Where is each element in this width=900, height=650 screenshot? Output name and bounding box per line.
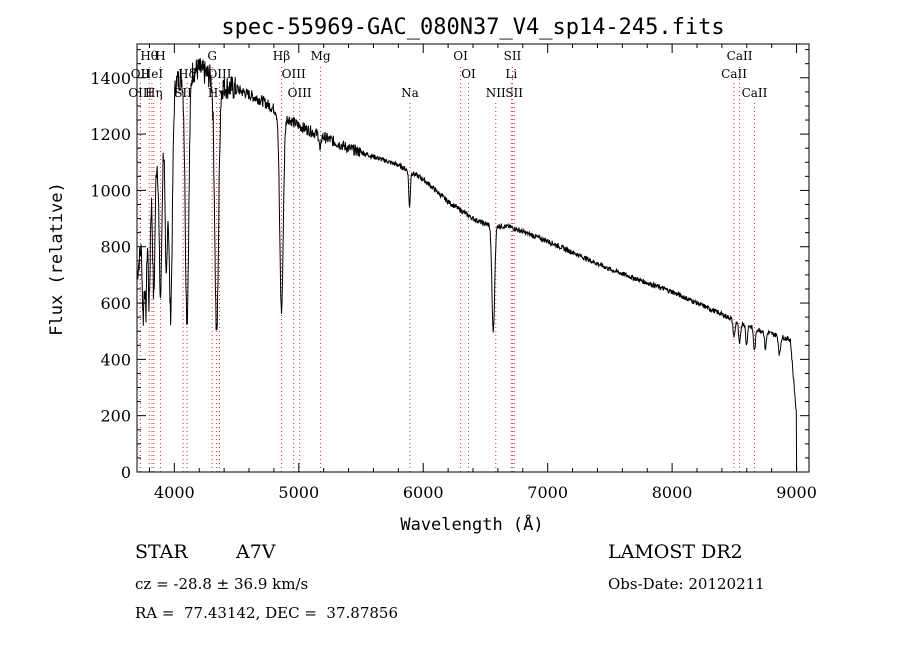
line-marker-label: OIII xyxy=(128,86,152,100)
plot-frame xyxy=(136,43,810,473)
coords-readout: RA = 77.43142, DEC = 37.87856 xyxy=(135,604,399,622)
subclass-label: A7V xyxy=(236,541,276,563)
chart-title: spec-55969-GAC_080N37_V4_sp14-245.fits xyxy=(221,15,724,40)
obs-date-readout: Obs-Date: 20120211 xyxy=(608,575,765,593)
x-tick-label: 8000 xyxy=(652,483,693,502)
line-marker-label: Mg xyxy=(311,49,331,63)
y-tick-label: 1000 xyxy=(90,181,131,200)
survey-label: LAMOST DR2 xyxy=(608,541,743,563)
line-marker-label: OIII xyxy=(282,67,306,81)
x-tick-label: 4000 xyxy=(154,483,195,502)
cz-readout: cz = -28.8 ± 36.9 km/s xyxy=(135,575,309,593)
line-marker-label: HeI xyxy=(141,67,164,81)
line-markers: HθHOIIHeIOIIIHηHδSIIGOIIIHγHβOIIIOIIIMgN… xyxy=(128,49,768,472)
y-tick-label: 200 xyxy=(100,407,131,426)
line-marker-label: Hθ xyxy=(140,49,158,63)
line-marker-label: Hη xyxy=(145,86,163,100)
y-tick-label: 400 xyxy=(100,350,131,369)
line-marker-label: Li xyxy=(505,67,517,81)
line-marker-label: SII xyxy=(504,49,522,63)
line-marker-label: OIII xyxy=(288,86,312,100)
y-tick-label: 1200 xyxy=(90,125,131,144)
line-marker-label: NII xyxy=(486,86,506,100)
x-tick-label: 6000 xyxy=(403,483,444,502)
line-marker-label: OI xyxy=(461,67,476,81)
x-tick-label: 9000 xyxy=(776,483,817,502)
y-axis-label: Flux (relative) xyxy=(47,182,67,336)
line-marker-label: SII xyxy=(505,86,523,100)
x-tick-label: 7000 xyxy=(527,483,568,502)
line-marker-label: Hδ xyxy=(178,67,196,81)
line-marker-label: OI xyxy=(453,49,468,63)
line-marker-label: CaII xyxy=(727,49,753,63)
x-axis-label: Wavelength (Å) xyxy=(400,513,543,535)
spectrum-series-line xyxy=(136,58,798,473)
y-tick-label: 600 xyxy=(100,294,131,313)
axis-ticks: 4000 5000 6000 7000 8000 9000 0 200 400 600 800 100… xyxy=(90,44,817,502)
line-marker-label: Na xyxy=(401,86,419,100)
y-tick-label: 1400 xyxy=(90,69,131,88)
line-marker-label: G xyxy=(207,49,217,63)
y-tick-label: 0 xyxy=(121,463,131,482)
line-marker-label: CaII xyxy=(721,67,747,81)
x-tick-label: 5000 xyxy=(278,483,319,502)
line-marker-label: Hβ xyxy=(273,49,290,63)
class-label: STAR xyxy=(135,541,188,563)
line-marker-label: H xyxy=(155,49,165,63)
line-marker-label: CaII xyxy=(742,86,768,100)
line-marker-label: OIII xyxy=(207,67,231,81)
y-tick-label: 800 xyxy=(100,238,131,257)
